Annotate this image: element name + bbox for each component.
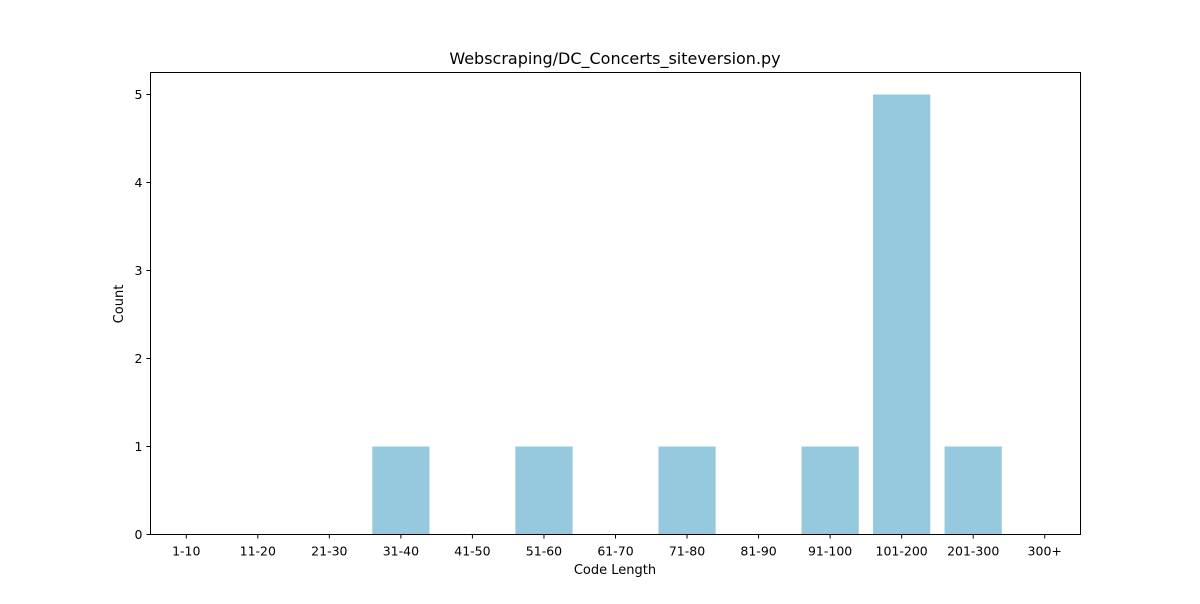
bar-91-100	[801, 446, 859, 535]
y-tick-label: 0	[135, 527, 143, 542]
bar-31-40	[372, 446, 430, 535]
bar-51-60	[515, 446, 573, 535]
x-tick-label: 201-300	[947, 544, 999, 559]
x-tick-label: 51-60	[526, 544, 562, 559]
bars-layer	[372, 94, 1002, 535]
x-tick-label: 31-40	[383, 544, 419, 559]
x-tick-label: 101-200	[876, 544, 928, 559]
bar-101-200	[873, 94, 931, 535]
bar-201-300	[944, 446, 1002, 535]
x-tick-label: 71-80	[669, 544, 705, 559]
x-tick-label: 11-20	[240, 544, 276, 559]
y-axis-label: Count	[112, 285, 127, 324]
y-tick-label: 5	[135, 87, 143, 102]
y-tick-label: 2	[135, 351, 143, 366]
x-tick-label: 91-100	[808, 544, 852, 559]
y-tick-label: 4	[135, 175, 143, 190]
x-tick-label: 81-90	[740, 544, 776, 559]
bar-71-80	[658, 446, 716, 535]
chart-title: Webscraping/DC_Concerts_siteversion.py	[449, 49, 780, 69]
plot-frame	[150, 72, 1081, 535]
x-tick-label: 1-10	[172, 544, 200, 559]
x-tick-label: 300+	[1028, 544, 1062, 559]
y-tick-label: 1	[135, 439, 143, 454]
y-axis-ticks: 0 1 2 3 4 5	[135, 87, 151, 542]
x-tick-label: 41-50	[454, 544, 490, 559]
y-tick-label: 3	[135, 263, 143, 278]
x-axis-ticks: 1-10 11-20 21-30 31-40 41-50 51-60 61-70 71-80 8…	[172, 534, 1062, 559]
x-tick-label: 61-70	[597, 544, 633, 559]
x-axis-label: Code Length	[574, 563, 656, 578]
x-tick-label: 21-30	[311, 544, 347, 559]
